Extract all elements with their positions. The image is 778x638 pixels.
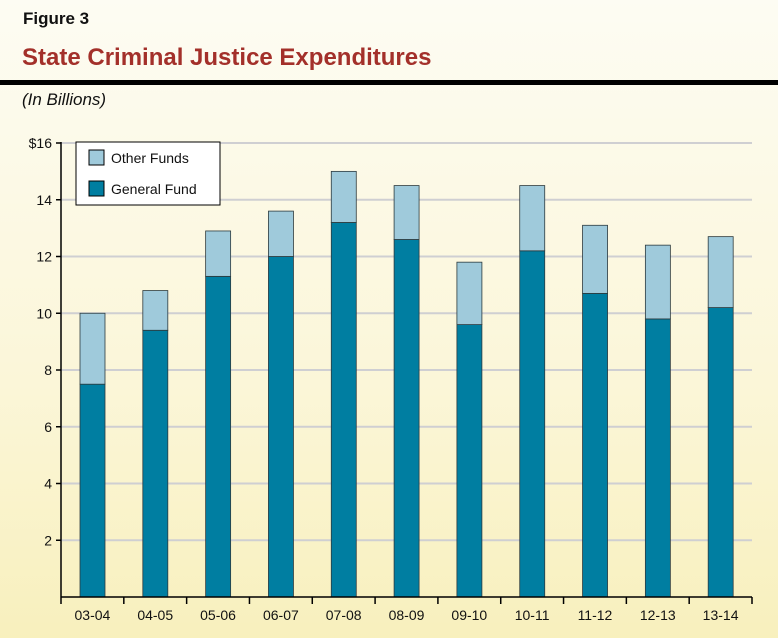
bar-other-funds bbox=[456, 261, 483, 325]
x-tick-label: 04-05 bbox=[137, 607, 173, 623]
x-tick-label: 07-08 bbox=[326, 607, 362, 623]
bar-other-funds bbox=[205, 230, 232, 277]
chart-title: State Criminal Justice Expenditures bbox=[22, 44, 432, 71]
x-tick-label: 12-13 bbox=[640, 607, 676, 623]
bar-other-funds bbox=[644, 244, 671, 320]
x-tick-label: 13-14 bbox=[703, 607, 739, 623]
y-tick-label: 4 bbox=[44, 476, 52, 492]
y-tick-label: 2 bbox=[44, 532, 52, 548]
x-tick-label: 09-10 bbox=[451, 607, 487, 623]
y-tick-label: 12 bbox=[36, 249, 52, 265]
x-tick-label: 05-06 bbox=[200, 607, 236, 623]
bar-general-fund bbox=[519, 250, 546, 598]
bar-other-funds bbox=[519, 185, 546, 252]
bar-general-fund bbox=[142, 329, 169, 598]
figure-label: Figure 3 bbox=[23, 9, 90, 28]
x-tick-label: 08-09 bbox=[389, 607, 425, 623]
bar-other-funds bbox=[393, 185, 420, 240]
bar-other-funds bbox=[268, 210, 294, 257]
legend-swatch bbox=[88, 149, 105, 166]
y-tick-label: 10 bbox=[36, 305, 52, 321]
bar-general-fund bbox=[582, 292, 608, 598]
bar-other-funds bbox=[707, 236, 734, 308]
bar-general-fund bbox=[205, 275, 232, 598]
legend-label: Other Funds bbox=[111, 150, 189, 166]
y-tick-label: 8 bbox=[44, 362, 52, 378]
y-tick-label: 14 bbox=[36, 192, 52, 208]
y-tick-label: 6 bbox=[44, 419, 52, 435]
legend-swatch bbox=[88, 180, 105, 197]
bar-general-fund bbox=[644, 318, 671, 598]
bar-other-funds bbox=[142, 290, 169, 331]
bar-general-fund bbox=[79, 383, 106, 598]
chart-subtitle: (In Billions) bbox=[22, 90, 107, 109]
bar-general-fund bbox=[456, 324, 483, 598]
x-tick-label: 03-04 bbox=[75, 607, 111, 623]
x-tick-label: 11-12 bbox=[578, 607, 613, 623]
y-tick-label: $16 bbox=[29, 135, 53, 151]
bar-general-fund bbox=[268, 256, 294, 598]
x-tick-label: 06-07 bbox=[263, 607, 299, 623]
bar-general-fund bbox=[393, 239, 420, 598]
x-tick-label: 10-11 bbox=[515, 607, 550, 623]
title-divider bbox=[0, 80, 778, 85]
legend-label: General Fund bbox=[111, 181, 197, 197]
bar-general-fund bbox=[330, 222, 357, 598]
bar-other-funds bbox=[582, 224, 608, 294]
bar-other-funds bbox=[330, 170, 357, 223]
bar-general-fund bbox=[707, 307, 734, 598]
bar-other-funds bbox=[79, 312, 106, 385]
